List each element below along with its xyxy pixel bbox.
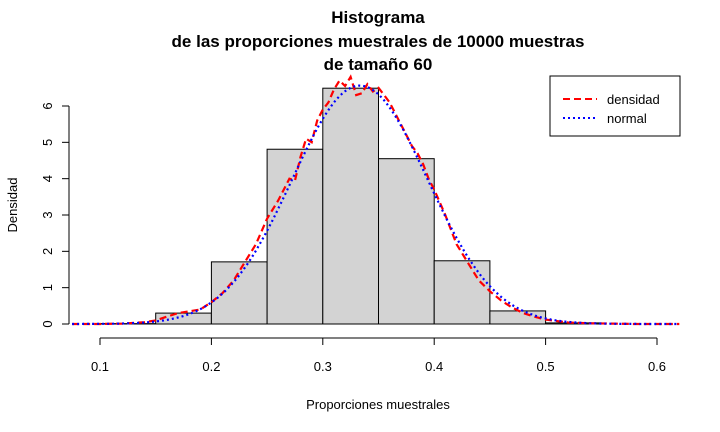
title-line-3: de tamaño 60 xyxy=(324,55,433,74)
legend-label-normal: normal xyxy=(607,111,647,126)
title-line-1: Histograma xyxy=(331,8,425,27)
x-tick-label: 0.3 xyxy=(314,359,332,374)
y-tick-label: 6 xyxy=(40,102,55,109)
x-tick-label: 0.5 xyxy=(537,359,555,374)
histogram-bars xyxy=(99,87,602,325)
y-tick-label: 1 xyxy=(40,284,55,291)
histogram-bar xyxy=(210,261,268,325)
y-axis: 0 1 2 3 4 5 6 xyxy=(40,102,70,328)
x-tick-label: 0.4 xyxy=(425,359,443,374)
y-tick-label: 4 xyxy=(40,175,55,182)
y-tick-label: 3 xyxy=(40,211,55,218)
chart-title: Histograma de las proporciones muestrale… xyxy=(172,8,585,74)
legend-box xyxy=(549,75,681,137)
legend: densidad normal xyxy=(549,75,681,137)
histogram-bar xyxy=(322,87,379,325)
y-tick-label: 0 xyxy=(40,320,55,327)
x-tick-label: 0.6 xyxy=(648,359,666,374)
legend-label-densidad: densidad xyxy=(607,92,660,107)
x-tick-label: 0.1 xyxy=(91,359,109,374)
y-tick-label: 2 xyxy=(40,248,55,255)
normal-curve xyxy=(72,84,680,326)
density-curve xyxy=(72,74,680,326)
histogram-bar xyxy=(378,158,435,325)
x-tick-label: 0.2 xyxy=(202,359,220,374)
x-axis: 0.1 0.2 0.3 0.4 0.5 0.6 xyxy=(91,337,666,374)
y-axis-label: Densidad xyxy=(5,178,20,233)
x-axis-label: Proporciones muestrales xyxy=(306,397,450,412)
y-tick-label: 5 xyxy=(40,139,55,146)
title-line-2: de las proporciones muestrales de 10000 … xyxy=(172,32,585,51)
density-curves xyxy=(72,74,680,326)
histogram-bar xyxy=(433,260,491,325)
